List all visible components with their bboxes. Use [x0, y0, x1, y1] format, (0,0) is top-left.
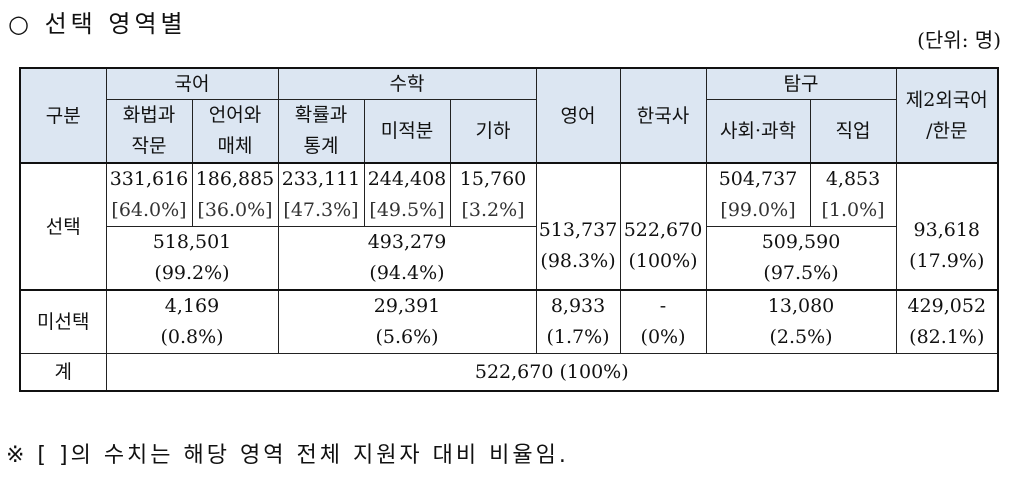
cell-history-sum: 522,670 (100%) [619, 162, 707, 291]
header-english: 영어 [535, 67, 621, 164]
footnote: ※ [ ]의 수치는 해당 영역 전체 지원자 대비 비율임. [6, 443, 569, 468]
cell-explore-sum: 509,590 (97.5%) [705, 226, 897, 291]
cell-m3: 15,760 [3.2%] [449, 162, 537, 227]
row-label-total: 계 [19, 353, 107, 392]
header-m3: 기하 [449, 99, 537, 164]
row-label-select: 선택 [19, 162, 107, 291]
header-m1: 확률과 통계 [277, 99, 365, 164]
unit-label: (단위: 명) [917, 28, 1001, 52]
cell-korean-sum: 518,501 (99.2%) [105, 226, 279, 291]
header-m2: 미적분 [363, 99, 451, 164]
header-korean: 국어 [105, 67, 279, 100]
header-history: 한국사 [619, 67, 707, 164]
row-label-unselect: 미선택 [19, 289, 107, 354]
cell-foreign-unselect: 429,052 (82.1%) [895, 289, 999, 354]
cell-explore-unselect: 13,080 (2.5%) [705, 289, 897, 354]
cell-total: 522,670 (100%) [105, 353, 999, 392]
header-k2: 언어와 매체 [191, 99, 279, 164]
cell-k2: 186,885 [36.0%] [191, 162, 279, 227]
cell-m2: 244,408 [49.5%] [363, 162, 451, 227]
cell-foreign-sum: 93,618 (17.9%) [895, 162, 999, 291]
header-k1: 화법과 작문 [105, 99, 193, 164]
cell-math-sum: 493,279 (94.4%) [277, 226, 537, 291]
header-explore: 탐구 [705, 67, 897, 100]
cell-m1: 233,111 [47.3%] [277, 162, 365, 227]
cell-k1: 331,616 [64.0%] [105, 162, 193, 227]
header-gubun: 구분 [19, 67, 107, 164]
selection-table: 구분 국어 수학 영어 한국사 탐구 제2외국어/한문 화법과 작문 언어와 매체 … [19, 67, 1000, 392]
cell-math-unselect: 29,391 (5.6%) [277, 289, 537, 354]
cell-e1: 504,737 [99.0%] [705, 162, 811, 227]
cell-history-unselect: - (0%) [619, 289, 707, 354]
cell-e2: 4,853 [1.0%] [809, 162, 897, 227]
header-e1: 사회·과학 [705, 99, 811, 164]
cell-korean-unselect: 4,169 (0.8%) [105, 289, 279, 354]
cell-english-unselect: 8,933 (1.7%) [535, 289, 621, 354]
header-e2: 직업 [809, 99, 897, 164]
header-foreign: 제2외국어/한문 [895, 67, 999, 164]
section-heading: ○ 선택 영역별 [8, 10, 187, 38]
header-math: 수학 [277, 67, 537, 100]
cell-english-sum: 513,737 (98.3%) [535, 162, 621, 291]
